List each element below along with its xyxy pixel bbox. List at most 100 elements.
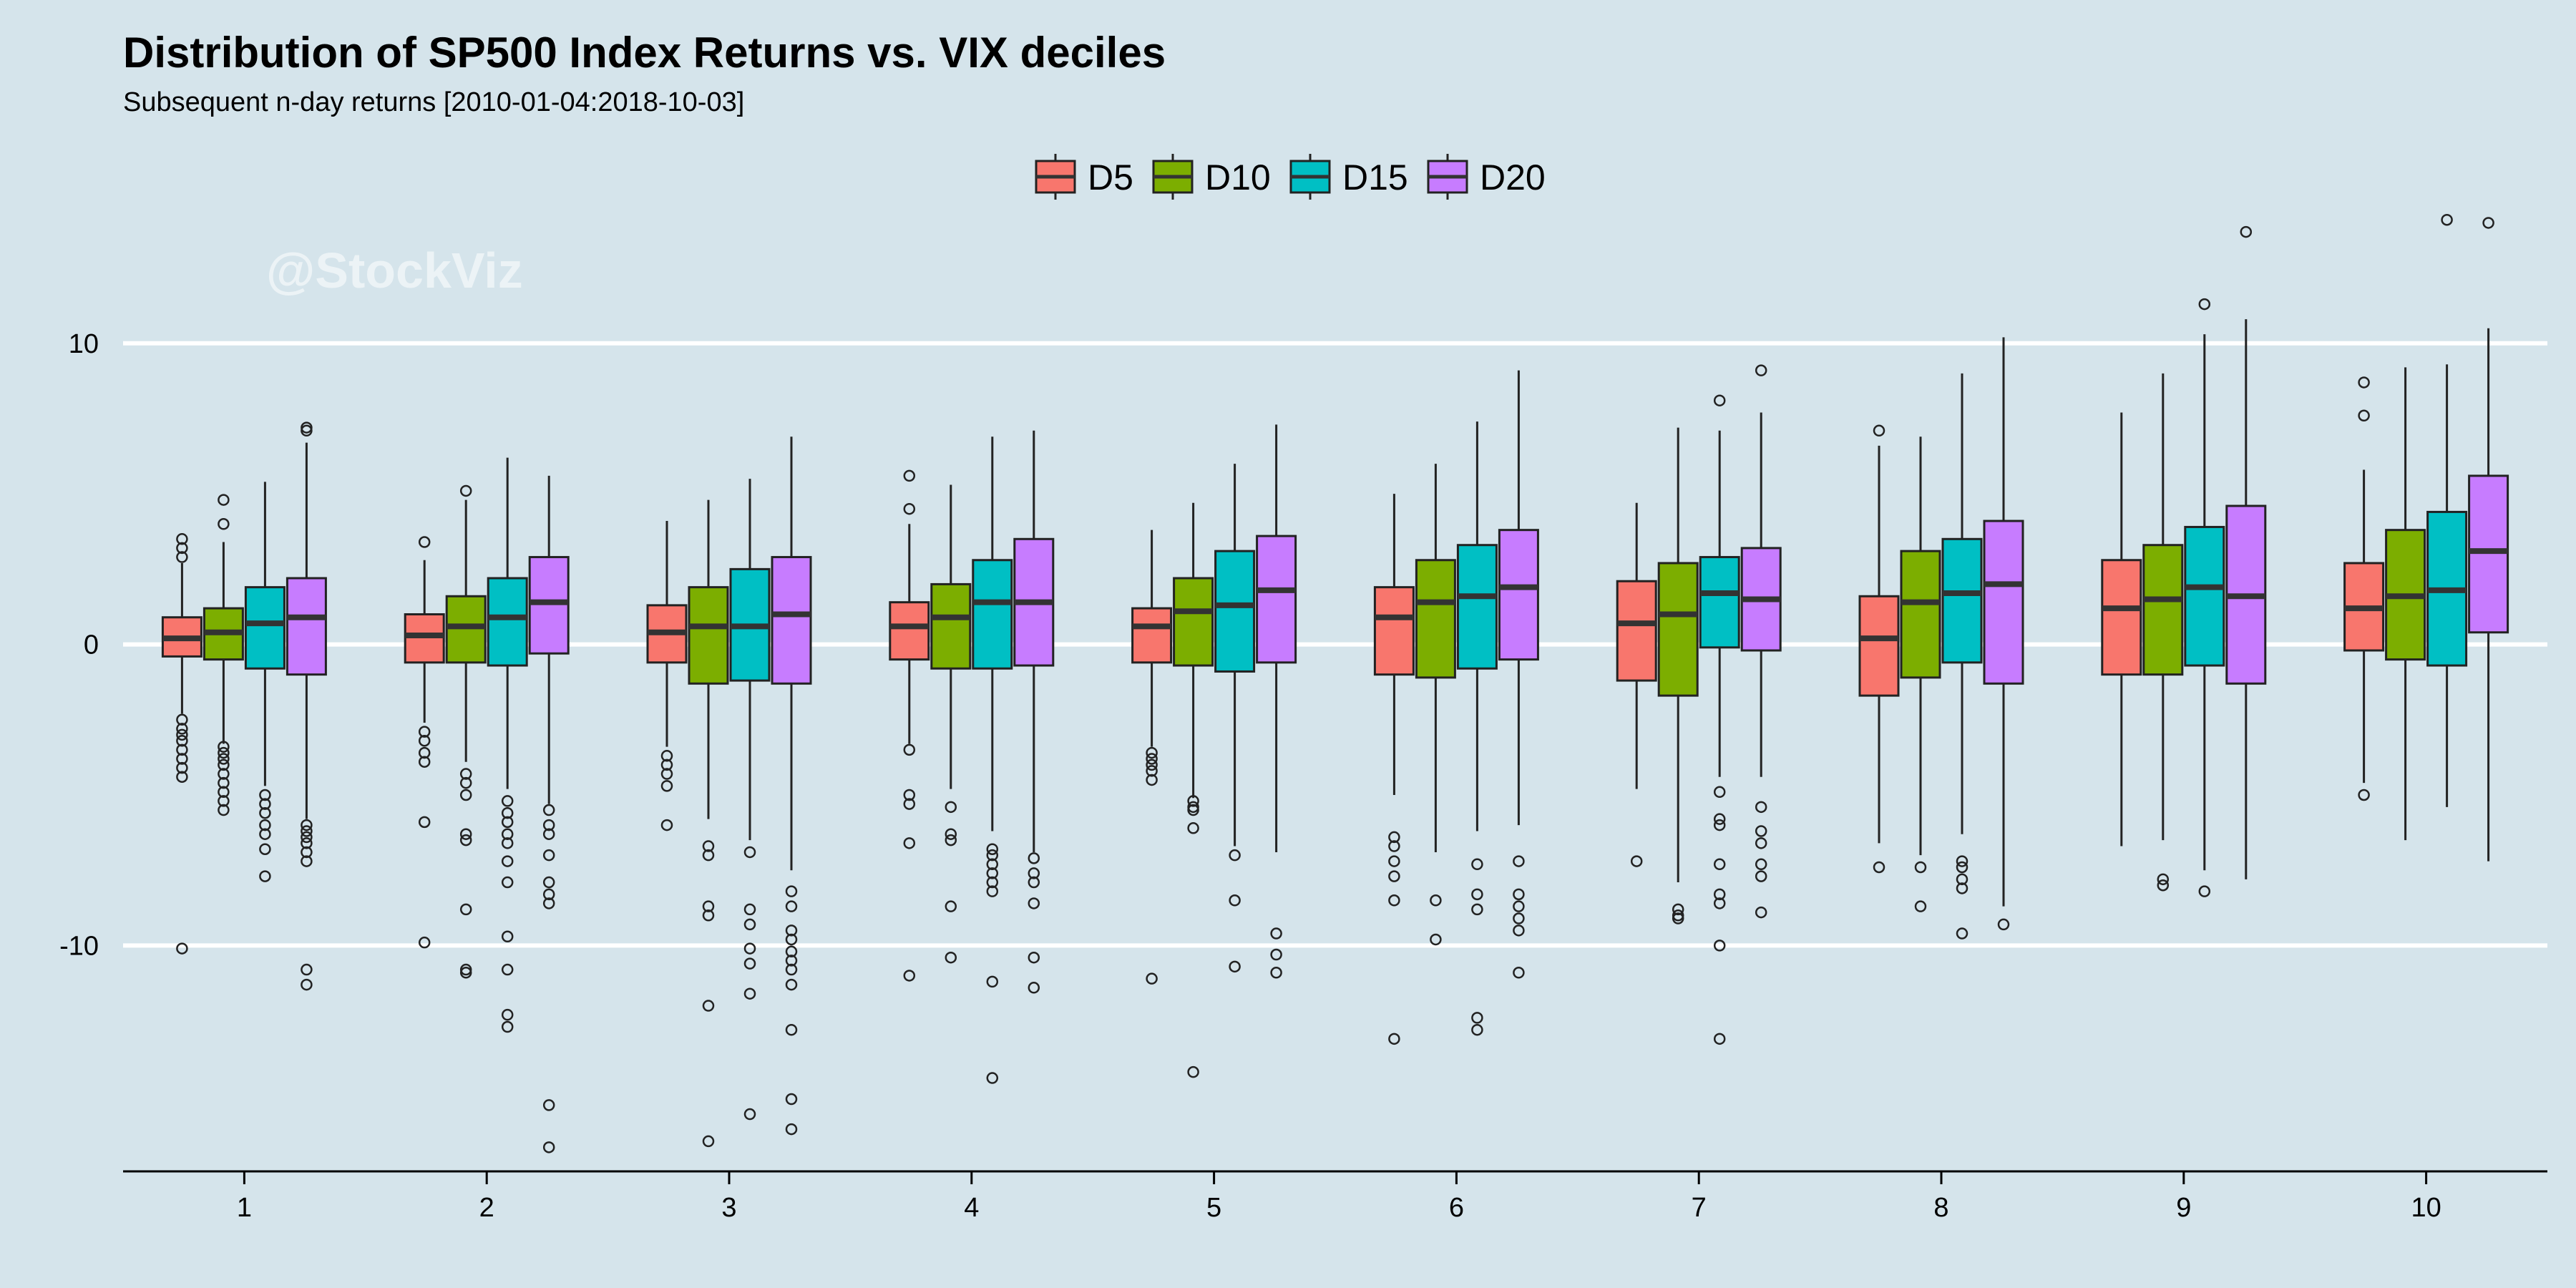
box-iqr <box>1456 544 1498 670</box>
box-iqr <box>2142 544 2184 676</box>
box-iqr <box>1373 586 1415 676</box>
outlier-point <box>301 855 313 867</box>
box-iqr <box>1173 577 1214 667</box>
outlier-point <box>1388 840 1400 852</box>
outlier-point <box>1146 972 1158 985</box>
outlier-point <box>1229 849 1241 862</box>
outlier-point <box>743 987 756 1000</box>
outlier-point <box>1430 933 1442 946</box>
box-iqr <box>1131 607 1173 664</box>
outlier-point <box>1187 804 1199 816</box>
legend-label: D15 <box>1342 157 1408 197</box>
outlier-point <box>2240 225 2253 238</box>
outlier-point <box>903 837 916 849</box>
box-d20-decile-5 <box>1256 424 1297 979</box>
box-d20-decile-1 <box>286 421 327 991</box>
outlier-point <box>459 484 472 497</box>
box-d5-decile-7 <box>1616 502 1657 867</box>
outlier-point <box>945 801 957 814</box>
box-d15-decile-8 <box>1941 373 1983 940</box>
box-d5-decile-1 <box>161 533 203 955</box>
legend-label: D20 <box>1480 157 1546 197</box>
outlier-point <box>1146 765 1158 777</box>
box-iqr <box>445 595 487 664</box>
outlier-point <box>2358 789 2370 801</box>
outlier-point <box>743 957 756 970</box>
y-tick-label: -10 <box>59 931 99 961</box>
outlier-point <box>301 819 313 831</box>
box-d15-decile-9 <box>2184 298 2225 897</box>
box-iqr <box>487 577 528 667</box>
box-iqr <box>244 586 286 670</box>
outlier-point <box>903 798 916 810</box>
outlier-point <box>2441 213 2453 226</box>
outlier-point <box>459 828 472 840</box>
outlier-point <box>702 1135 715 1148</box>
outlier-point <box>1146 758 1158 771</box>
outlier-point <box>418 734 431 747</box>
outlier-point <box>1513 888 1525 901</box>
outlier-point <box>176 728 188 741</box>
outlier-point <box>1956 861 1968 874</box>
outlier-point <box>1713 786 1726 799</box>
box-iqr <box>1498 529 1539 661</box>
outlier-point <box>1914 861 1927 874</box>
outlier-point <box>903 469 916 482</box>
outlier-point <box>785 1023 798 1036</box>
outlier-point <box>418 816 431 829</box>
box-d15-decile-1 <box>244 482 286 882</box>
outlier-point <box>1471 858 1483 871</box>
outlier-point <box>1187 822 1199 834</box>
outlier-point <box>459 903 472 916</box>
box-d20-decile-7 <box>1740 364 1782 919</box>
x-tick-label: 1 <box>237 1193 252 1223</box>
outlier-point <box>660 819 673 831</box>
outlier-point <box>1873 861 1885 874</box>
outlier-point <box>1713 394 1726 406</box>
outlier-point <box>218 768 230 780</box>
x-tick-label: 9 <box>2176 1193 2191 1223</box>
outlier-point <box>743 942 756 955</box>
outlier-point <box>1630 855 1643 867</box>
outlier-point <box>1713 888 1726 901</box>
outlier-point <box>176 734 188 747</box>
outlier-point <box>176 713 188 726</box>
outlier-point <box>1388 870 1400 882</box>
outlier-point <box>176 533 188 545</box>
outlier-point <box>542 1141 555 1153</box>
outlier-point <box>259 843 271 855</box>
box-d10-decile-9 <box>2142 373 2184 892</box>
outlier-point <box>785 955 798 967</box>
box-d20-decile-9 <box>2225 225 2267 879</box>
outlier-point <box>1270 948 1282 961</box>
outlier-point <box>1028 852 1040 864</box>
outlier-point <box>785 900 798 912</box>
outlier-point <box>986 849 999 862</box>
chart-subtitle: Subsequent n-day returns [2010-01-04:201… <box>123 87 744 117</box>
outlier-point <box>660 780 673 792</box>
outlier-point <box>1471 888 1483 901</box>
outlier-point <box>176 551 188 563</box>
outlier-point <box>501 1020 514 1033</box>
outlier-point <box>1388 855 1400 867</box>
box-d20-decile-8 <box>1983 337 2024 931</box>
chart-title: Distribution of SP500 Index Returns vs. … <box>123 29 1166 77</box>
outlier-point <box>218 804 230 816</box>
box-d20-decile-10 <box>2468 217 2509 862</box>
outlier-point <box>1713 813 1726 825</box>
watermark: @StockViz <box>266 243 523 298</box>
outlier-point <box>501 816 514 829</box>
outlier-point <box>903 970 916 982</box>
outlier-point <box>785 1123 798 1136</box>
outlier-point <box>702 840 715 852</box>
box-d5-decile-9 <box>2101 412 2142 847</box>
outlier-point <box>1755 906 1767 919</box>
outlier-point <box>1956 882 1968 894</box>
outlier-point <box>1513 912 1525 924</box>
outlier-point <box>1187 1065 1199 1078</box>
outlier-point <box>1270 927 1282 940</box>
outlier-point <box>501 963 514 976</box>
outlier-point <box>459 967 472 979</box>
outlier-point <box>176 743 188 756</box>
box-d5-decile-4 <box>889 469 930 982</box>
